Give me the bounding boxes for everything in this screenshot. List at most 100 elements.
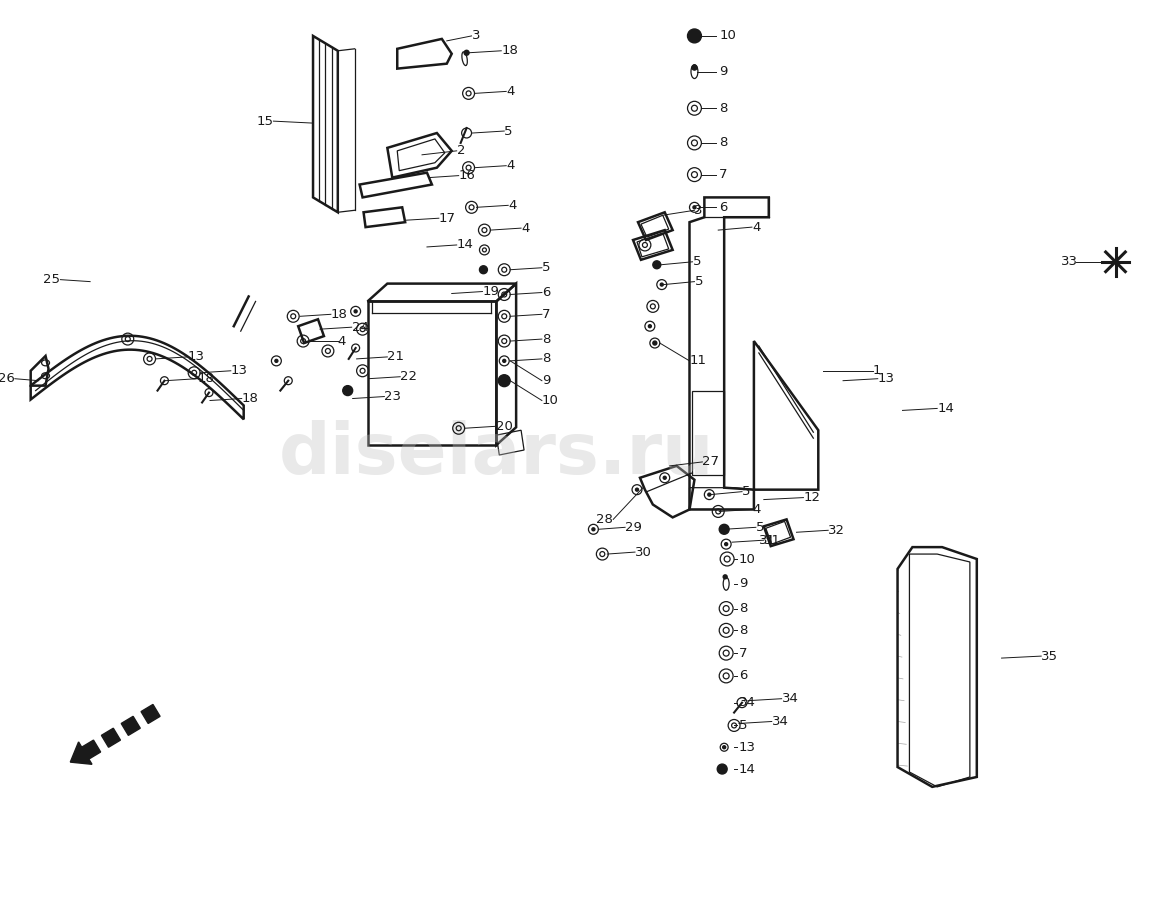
Text: 14: 14 bbox=[938, 402, 954, 415]
Polygon shape bbox=[122, 716, 140, 735]
Circle shape bbox=[707, 493, 711, 496]
Text: 22: 22 bbox=[400, 370, 417, 383]
Text: 6: 6 bbox=[542, 286, 551, 299]
Text: 30: 30 bbox=[635, 546, 652, 558]
Circle shape bbox=[592, 528, 595, 531]
Bar bbox=[367, 301, 497, 445]
Text: 35: 35 bbox=[1042, 649, 1058, 663]
Text: 3: 3 bbox=[471, 29, 480, 43]
Text: 10: 10 bbox=[739, 552, 756, 566]
Circle shape bbox=[343, 386, 353, 396]
Text: 13: 13 bbox=[187, 350, 205, 363]
Text: 18: 18 bbox=[331, 308, 347, 321]
Text: 4: 4 bbox=[752, 221, 760, 233]
Text: 9: 9 bbox=[719, 65, 727, 78]
Text: 5: 5 bbox=[739, 719, 747, 732]
Circle shape bbox=[479, 266, 487, 273]
Text: 7: 7 bbox=[719, 168, 728, 181]
Text: 8: 8 bbox=[719, 102, 727, 114]
Text: 34: 34 bbox=[782, 692, 798, 706]
Text: 32: 32 bbox=[828, 524, 845, 537]
Circle shape bbox=[724, 575, 727, 578]
Text: 14: 14 bbox=[739, 763, 756, 775]
Text: 4: 4 bbox=[506, 85, 514, 98]
Text: 9: 9 bbox=[739, 577, 747, 590]
Circle shape bbox=[660, 283, 663, 286]
Text: 26: 26 bbox=[0, 372, 15, 385]
Circle shape bbox=[354, 310, 357, 313]
Text: 8: 8 bbox=[542, 332, 551, 346]
Circle shape bbox=[725, 543, 727, 546]
Text: 18: 18 bbox=[242, 392, 258, 405]
Text: 29: 29 bbox=[625, 521, 642, 534]
Text: 4: 4 bbox=[338, 334, 346, 348]
Text: 16: 16 bbox=[458, 169, 476, 183]
Circle shape bbox=[718, 765, 727, 774]
Circle shape bbox=[498, 375, 510, 387]
Text: 13: 13 bbox=[878, 372, 894, 385]
Text: 13: 13 bbox=[230, 364, 248, 378]
Circle shape bbox=[649, 325, 651, 328]
Text: 2: 2 bbox=[457, 144, 465, 157]
Polygon shape bbox=[141, 705, 160, 724]
Circle shape bbox=[663, 477, 666, 479]
Text: 7: 7 bbox=[739, 646, 747, 659]
Circle shape bbox=[464, 50, 469, 55]
Text: 23: 23 bbox=[385, 390, 401, 403]
Text: 6: 6 bbox=[719, 201, 727, 213]
Text: 8: 8 bbox=[739, 602, 747, 615]
Text: 5: 5 bbox=[742, 485, 750, 498]
Text: 25: 25 bbox=[43, 273, 61, 286]
Circle shape bbox=[652, 261, 660, 269]
Text: 21: 21 bbox=[387, 350, 404, 363]
Polygon shape bbox=[102, 728, 120, 747]
Text: 11: 11 bbox=[690, 354, 706, 368]
Text: 5: 5 bbox=[542, 262, 551, 274]
Text: 4: 4 bbox=[506, 159, 514, 173]
Text: 10: 10 bbox=[542, 394, 559, 407]
Circle shape bbox=[652, 341, 657, 345]
Text: 34: 34 bbox=[772, 715, 789, 728]
Text: 15: 15 bbox=[256, 114, 274, 128]
Text: 14: 14 bbox=[457, 239, 473, 252]
Polygon shape bbox=[82, 740, 101, 759]
Text: 20: 20 bbox=[497, 419, 513, 433]
Text: 24: 24 bbox=[352, 321, 368, 334]
Text: 9: 9 bbox=[542, 374, 551, 387]
Text: 4: 4 bbox=[509, 199, 517, 212]
Text: 18: 18 bbox=[502, 44, 518, 57]
Text: 5: 5 bbox=[692, 255, 701, 268]
Circle shape bbox=[719, 524, 729, 534]
Text: 13: 13 bbox=[739, 741, 756, 754]
Text: 10: 10 bbox=[719, 29, 736, 43]
Text: 8: 8 bbox=[719, 136, 727, 150]
Text: 7: 7 bbox=[542, 308, 551, 321]
Circle shape bbox=[693, 206, 696, 209]
Text: 12: 12 bbox=[803, 491, 821, 504]
Polygon shape bbox=[70, 742, 92, 765]
Text: 8: 8 bbox=[739, 624, 747, 637]
Text: 17: 17 bbox=[438, 212, 456, 224]
Circle shape bbox=[692, 65, 697, 70]
Circle shape bbox=[687, 29, 701, 43]
Text: 19: 19 bbox=[483, 285, 499, 298]
Text: 1: 1 bbox=[873, 364, 881, 378]
Circle shape bbox=[636, 489, 638, 491]
Text: 27: 27 bbox=[703, 456, 719, 469]
Text: 31: 31 bbox=[763, 534, 781, 547]
Text: 18: 18 bbox=[198, 372, 214, 385]
Text: 6: 6 bbox=[739, 669, 747, 683]
Text: 34: 34 bbox=[739, 696, 756, 709]
Circle shape bbox=[722, 745, 726, 749]
Circle shape bbox=[503, 360, 506, 362]
Text: 5: 5 bbox=[694, 275, 703, 288]
Text: 28: 28 bbox=[596, 513, 614, 526]
Text: 5: 5 bbox=[756, 521, 765, 534]
Text: 31: 31 bbox=[759, 534, 776, 547]
Text: diselars.ru: diselars.ru bbox=[278, 420, 714, 489]
Circle shape bbox=[275, 360, 278, 362]
Text: 3: 3 bbox=[694, 203, 703, 217]
Text: 5: 5 bbox=[504, 124, 513, 137]
Text: 4: 4 bbox=[752, 503, 760, 516]
Text: 8: 8 bbox=[542, 352, 551, 365]
